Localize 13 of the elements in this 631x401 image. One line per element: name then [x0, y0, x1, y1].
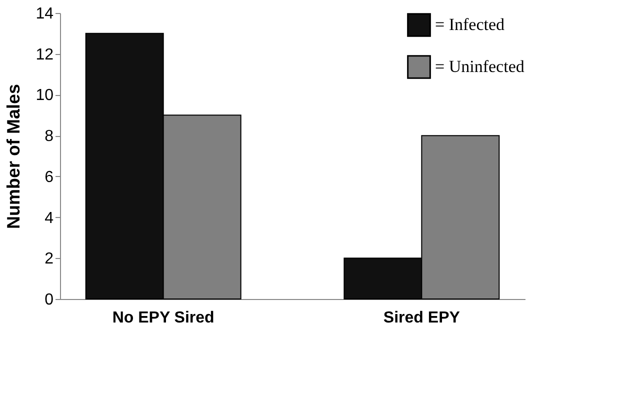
- y-axis-title: Number of Males: [4, 84, 24, 230]
- y-tick-label: 0: [44, 292, 54, 308]
- y-tick-label: 2: [44, 250, 54, 268]
- y-tick-label: 6: [44, 168, 54, 186]
- y-tick-label: 14: [36, 6, 54, 22]
- y-tick-label: 12: [36, 46, 54, 64]
- y-tick-label: 4: [44, 210, 54, 227]
- x-tick-label: Sired EPY: [383, 310, 460, 326]
- legend-label: = Uninfected: [435, 57, 525, 76]
- y-tick-label: 10: [36, 87, 54, 104]
- y-tick-label: 8: [44, 128, 54, 146]
- x-tick-label: No EPY Sired: [112, 310, 214, 326]
- legend-label: = Infected: [435, 15, 506, 34]
